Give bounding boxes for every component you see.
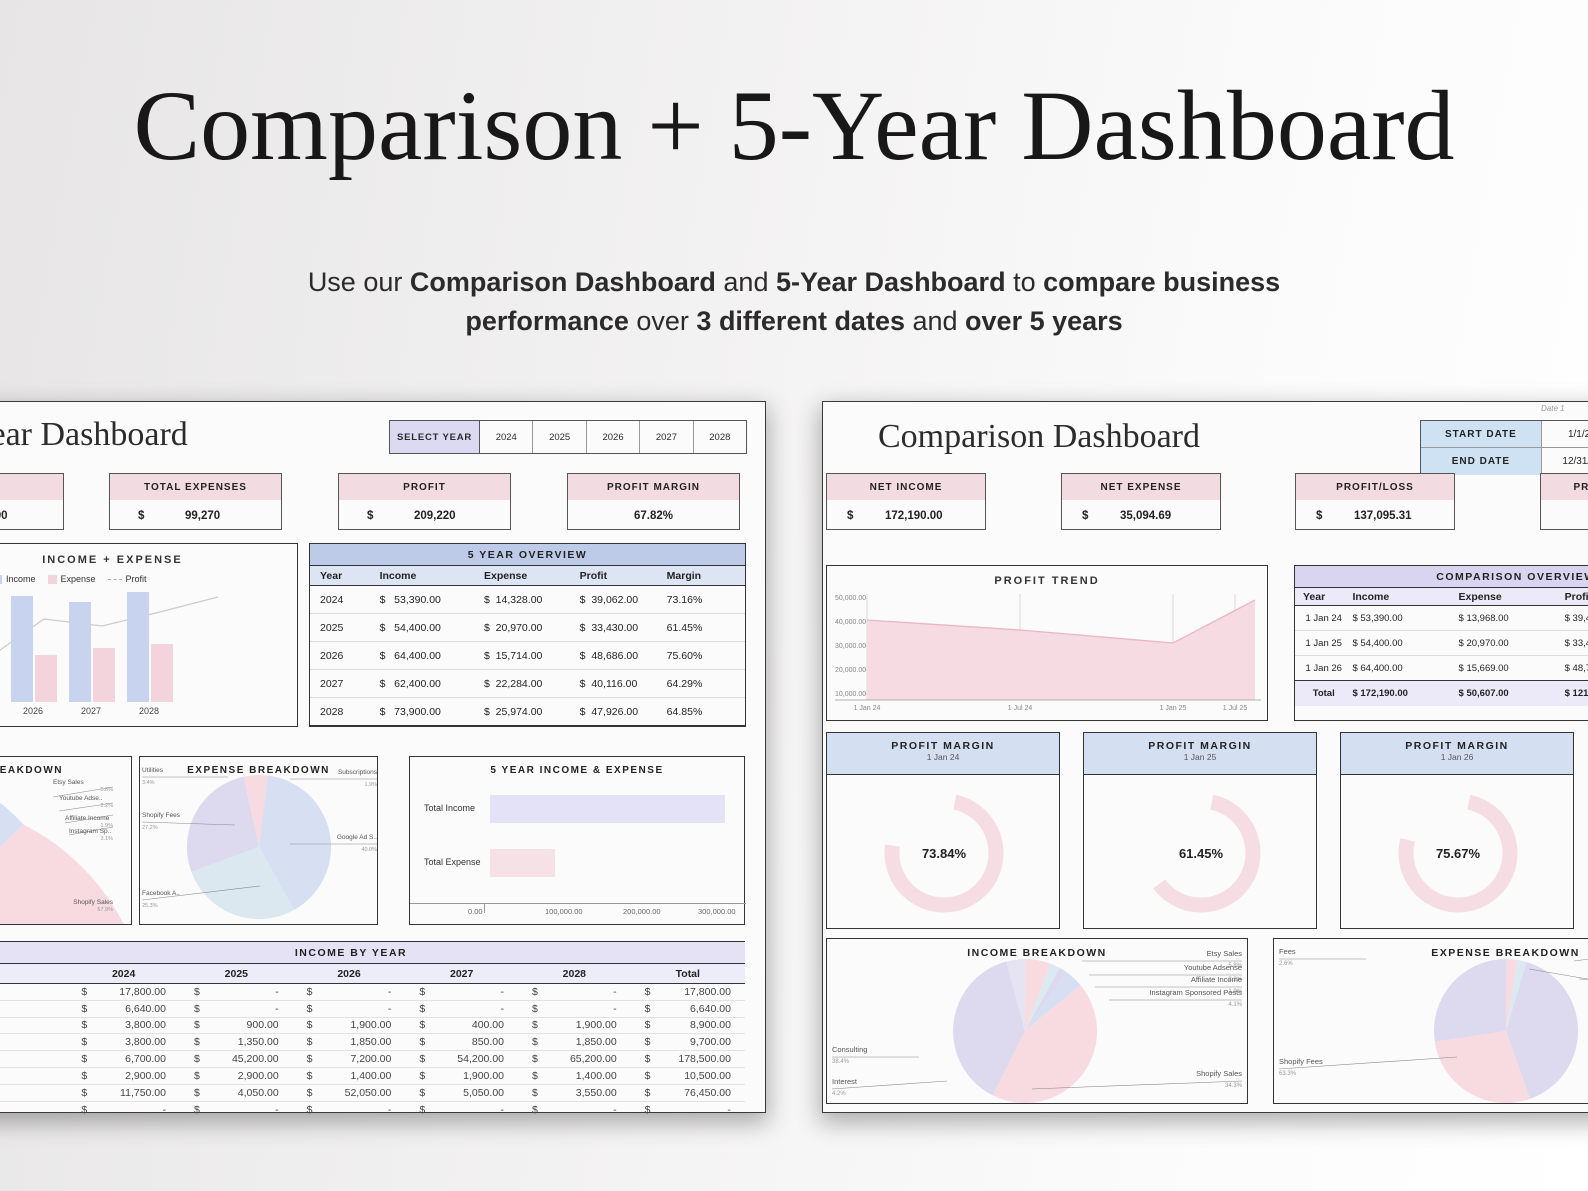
- svg-text:1 Jul 24: 1 Jul 24: [1008, 705, 1033, 710]
- svg-text:Affiliate Income: Affiliate Income: [1191, 975, 1242, 984]
- svg-text:50,000.00: 50,000.00: [835, 595, 866, 602]
- svg-text:40,000.00: 40,000.00: [835, 619, 866, 626]
- svg-text:38.4%: 38.4%: [832, 1059, 850, 1065]
- svg-text:57.9%: 57.9%: [97, 907, 113, 913]
- svg-text:Affiliate Income: Affiliate Income: [65, 815, 110, 822]
- svg-text:2.6%: 2.6%: [1279, 961, 1293, 967]
- svg-text:2026: 2026: [23, 706, 43, 716]
- svg-text:3.4%: 3.4%: [142, 780, 155, 786]
- svg-text:Interest: Interest: [832, 1077, 858, 1086]
- svg-text:63.3%: 63.3%: [1279, 1071, 1297, 1077]
- svg-text:75.67%: 75.67%: [1436, 846, 1481, 861]
- svg-text:40.0%: 40.0%: [361, 847, 377, 853]
- svg-text:61.45%: 61.45%: [1179, 846, 1224, 861]
- svg-text:30,000.00: 30,000.00: [835, 643, 866, 650]
- svg-text:2028: 2028: [139, 706, 159, 716]
- svg-text:Utilities: Utilities: [142, 767, 164, 774]
- svg-text:2027: 2027: [81, 706, 101, 716]
- svg-text:Etsy Sales: Etsy Sales: [53, 779, 84, 786]
- svg-text:Consulting: Consulting: [832, 1045, 867, 1054]
- svg-text:25.3%: 25.3%: [142, 903, 158, 909]
- svg-text:Subscriptions: Subscriptions: [338, 769, 378, 776]
- svg-text:5.8%: 5.8%: [100, 787, 113, 793]
- svg-text:27.2%: 27.2%: [142, 825, 158, 831]
- svg-text:Shopify Sales: Shopify Sales: [1196, 1069, 1242, 1078]
- svg-text:Google Ad S..: Google Ad S..: [337, 834, 377, 841]
- svg-text:Etsy Sales: Etsy Sales: [1207, 949, 1243, 958]
- svg-text:Youtube Adse..: Youtube Adse..: [59, 795, 103, 802]
- svg-text:2.2%: 2.2%: [100, 803, 113, 809]
- svg-text:10,000.00: 10,000.00: [835, 691, 866, 698]
- svg-text:3.1%: 3.1%: [100, 836, 113, 842]
- svg-text:4.2%: 4.2%: [832, 1091, 846, 1097]
- svg-text:Youtube Adsense: Youtube Adsense: [1184, 963, 1242, 972]
- svg-text:34.3%: 34.3%: [1225, 1083, 1243, 1089]
- svg-text:Shopify Fees: Shopify Fees: [1279, 1057, 1323, 1066]
- svg-text:1 Jul 25: 1 Jul 25: [1223, 705, 1248, 710]
- svg-text:4.1%: 4.1%: [1228, 1002, 1242, 1008]
- svg-text:Instagram Sp..: Instagram Sp..: [69, 828, 111, 835]
- svg-text:73.84%: 73.84%: [922, 846, 967, 861]
- svg-text:Instagram Sponsored Posts: Instagram Sponsored Posts: [1149, 988, 1242, 997]
- svg-text:20,000.00: 20,000.00: [835, 667, 866, 674]
- svg-text:1.9%: 1.9%: [364, 782, 377, 788]
- svg-text:Shopify Sales: Shopify Sales: [73, 899, 113, 906]
- svg-text:Shopify Fees: Shopify Fees: [142, 812, 181, 819]
- svg-text:1 Jan 24: 1 Jan 24: [854, 705, 881, 710]
- svg-text:Facebook A..: Facebook A..: [142, 890, 180, 897]
- svg-text:1 Jan 25: 1 Jan 25: [1160, 705, 1187, 710]
- svg-text:Fees: Fees: [1279, 947, 1296, 956]
